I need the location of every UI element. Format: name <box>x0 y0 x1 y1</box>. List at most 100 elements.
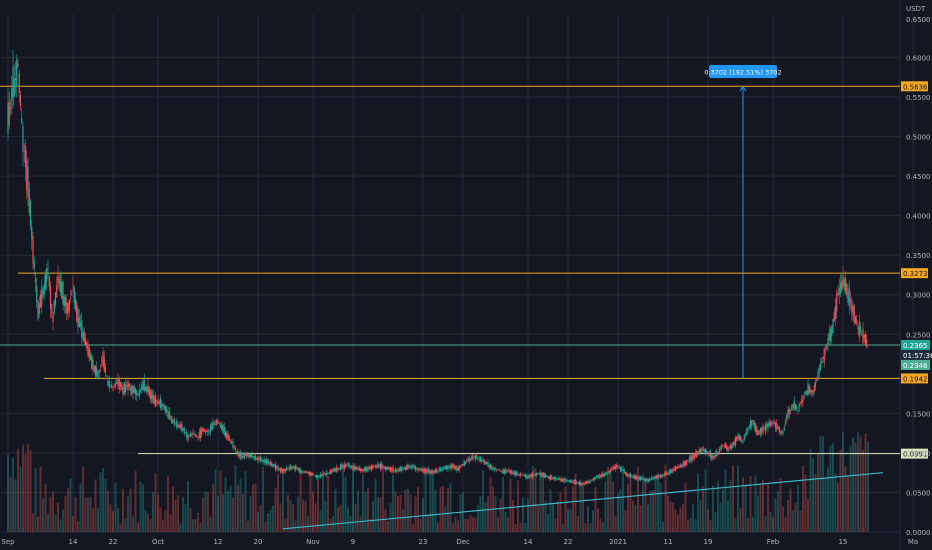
volume-bar <box>137 522 139 532</box>
candle-body <box>448 466 450 468</box>
volume-bar <box>844 466 847 532</box>
candle-body <box>68 300 70 312</box>
volume-bar <box>214 469 217 532</box>
volume-bar <box>354 503 357 532</box>
candle-body <box>63 295 65 307</box>
candle-body <box>233 446 235 448</box>
candle-body <box>301 470 303 473</box>
candle-body <box>819 363 822 371</box>
candle-body <box>777 427 779 430</box>
candle-body <box>459 466 462 468</box>
volume-bar <box>37 516 39 532</box>
candle-body <box>366 467 368 472</box>
candle-body <box>622 469 624 471</box>
candle-body <box>749 420 752 429</box>
candle-body <box>354 466 357 470</box>
volume-bar <box>549 489 552 532</box>
candle-body <box>176 420 178 428</box>
volume-bar <box>749 476 752 532</box>
volume-bar <box>344 476 347 532</box>
candle-body <box>537 473 539 474</box>
candle-body <box>608 470 610 473</box>
volume-bar <box>569 509 572 532</box>
volume-bar <box>582 484 584 532</box>
candle-body <box>321 475 323 476</box>
volume-bar <box>722 489 724 532</box>
candle-body <box>597 475 599 478</box>
candle-body <box>116 382 118 384</box>
volume-bar <box>819 435 822 532</box>
candle-body <box>404 467 407 470</box>
candle-body <box>493 467 495 471</box>
measure-label-box <box>709 65 777 78</box>
candle-body <box>832 318 834 333</box>
candle-body <box>166 409 168 413</box>
candle-body <box>371 465 373 471</box>
candle-body <box>286 466 288 471</box>
candle-body <box>232 441 234 448</box>
candle-body <box>62 281 64 304</box>
candle-body <box>613 466 615 470</box>
volume-bar <box>387 520 389 532</box>
level-price-tag <box>901 448 928 459</box>
candle-body <box>443 467 445 469</box>
candle-body <box>551 475 553 480</box>
candle-body <box>146 386 148 393</box>
candle-body <box>503 469 505 474</box>
volume-bar <box>509 478 512 532</box>
volume-bar <box>187 480 189 532</box>
volume-bar <box>764 515 767 532</box>
candle-body <box>849 299 852 303</box>
candle-body <box>211 424 213 430</box>
volume-bar <box>352 466 354 532</box>
candle-body <box>592 478 594 481</box>
candle-body <box>14 78 17 80</box>
candle-body <box>738 434 740 441</box>
candle-body <box>186 432 188 439</box>
candle-body <box>207 429 209 436</box>
volume-bar <box>192 519 194 532</box>
candle-body <box>783 427 785 431</box>
candle-body <box>692 454 694 460</box>
candle-body <box>588 480 590 483</box>
candle-body <box>757 430 759 436</box>
volume-bar <box>74 496 77 532</box>
volume-bar <box>247 520 249 532</box>
volume-bar <box>7 454 9 532</box>
candle-body <box>337 467 339 470</box>
candle-body <box>851 302 853 313</box>
candle-body <box>632 475 634 478</box>
volume-bar <box>717 481 719 532</box>
volume-bar <box>854 442 857 532</box>
x-tick-label: Sep <box>1 538 15 546</box>
y-tick-label: 0.3500 <box>906 252 931 260</box>
candle-body <box>252 456 254 458</box>
candle-body <box>758 430 760 434</box>
candle-body <box>391 467 393 471</box>
candle-body <box>66 302 68 314</box>
candle-body <box>672 468 674 473</box>
candle-body <box>122 387 124 395</box>
volume-bar <box>707 509 709 532</box>
candle-body <box>569 480 572 483</box>
candle-body <box>848 287 850 307</box>
candle-body <box>579 482 582 485</box>
volume-bar <box>839 449 842 532</box>
volume-bar <box>319 510 322 532</box>
y-tick-label: 0.1000 <box>906 450 931 458</box>
candle-body <box>173 418 175 425</box>
candle-body <box>744 433 747 436</box>
candle-body <box>852 305 854 316</box>
candle-body <box>343 463 345 470</box>
candle-body <box>698 449 700 454</box>
candle-body <box>243 453 245 459</box>
candle-body <box>858 322 860 338</box>
candle-body <box>727 446 729 452</box>
candle-body <box>659 474 662 479</box>
volume-bar <box>264 521 267 532</box>
volume-bar <box>127 496 129 532</box>
candle-body <box>479 456 482 462</box>
volume-bar <box>612 481 614 532</box>
x-tick-label: 14 <box>524 538 533 546</box>
